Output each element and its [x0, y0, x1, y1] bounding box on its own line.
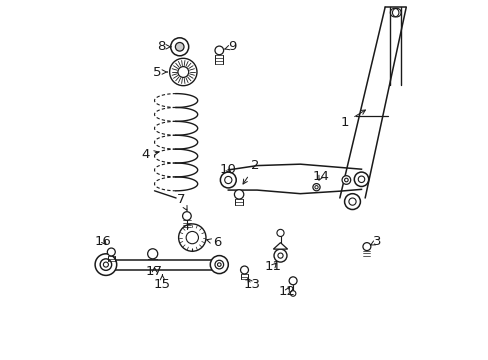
- Circle shape: [147, 249, 158, 259]
- Circle shape: [182, 212, 191, 220]
- Circle shape: [107, 248, 115, 256]
- Polygon shape: [106, 260, 219, 270]
- Circle shape: [354, 172, 368, 186]
- Circle shape: [95, 254, 117, 275]
- Text: 12: 12: [278, 285, 295, 298]
- Text: 3: 3: [370, 235, 381, 248]
- Circle shape: [290, 291, 295, 296]
- Text: 2: 2: [243, 159, 259, 184]
- Text: 7: 7: [177, 193, 187, 210]
- Text: 6: 6: [206, 237, 221, 249]
- Circle shape: [210, 256, 228, 274]
- Circle shape: [234, 190, 244, 199]
- Circle shape: [100, 259, 111, 270]
- Circle shape: [215, 260, 223, 269]
- Circle shape: [169, 58, 197, 86]
- Circle shape: [178, 224, 205, 251]
- Circle shape: [362, 243, 370, 251]
- Text: 16: 16: [95, 235, 112, 248]
- Circle shape: [220, 172, 236, 188]
- Text: 13: 13: [243, 278, 260, 291]
- Circle shape: [276, 229, 284, 237]
- Circle shape: [175, 42, 183, 51]
- Text: 15: 15: [154, 275, 171, 291]
- Circle shape: [240, 266, 248, 274]
- Text: 10: 10: [219, 163, 236, 176]
- Text: 1: 1: [340, 110, 365, 129]
- Circle shape: [288, 277, 296, 285]
- Text: 11: 11: [264, 260, 281, 273]
- Text: 9: 9: [224, 40, 236, 53]
- Text: 17: 17: [146, 265, 163, 278]
- Circle shape: [342, 176, 350, 184]
- Text: 8: 8: [157, 40, 170, 53]
- Circle shape: [312, 184, 320, 191]
- Circle shape: [273, 249, 286, 262]
- Text: 5: 5: [153, 66, 167, 78]
- Text: 4: 4: [141, 148, 158, 161]
- Polygon shape: [273, 243, 287, 249]
- Circle shape: [215, 46, 223, 55]
- Circle shape: [170, 38, 188, 56]
- Text: 14: 14: [312, 170, 328, 183]
